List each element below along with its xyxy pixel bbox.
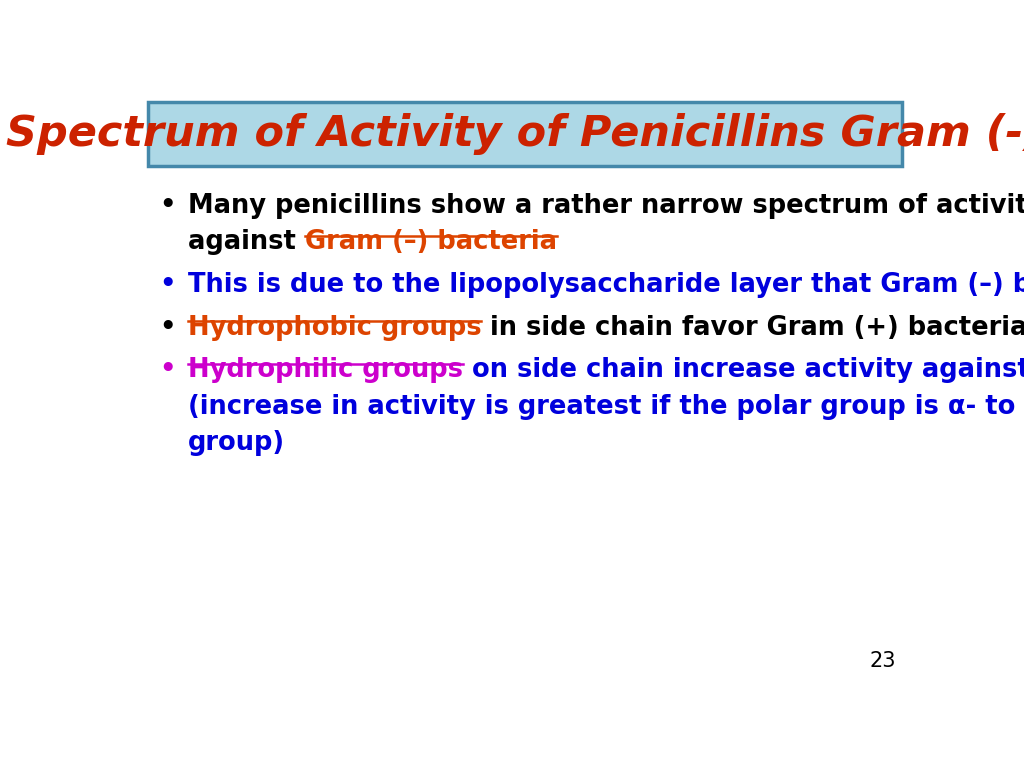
FancyBboxPatch shape [147, 102, 902, 166]
Text: Many penicillins show a rather narrow spectrum of activity, especially: Many penicillins show a rather narrow sp… [187, 193, 1024, 219]
Text: against: against [188, 230, 305, 255]
Text: This is due to the lipopolysaccharide layer that Gram (–) bacteria have: This is due to the lipopolysaccharide la… [187, 272, 1024, 298]
Text: Hydrophilic groups: Hydrophilic groups [187, 357, 463, 383]
Text: Gram (–) bacteria: Gram (–) bacteria [305, 230, 557, 255]
Text: Spectrum of Activity of Penicillins Gram (-): Spectrum of Activity of Penicillins Gram… [6, 113, 1024, 155]
Text: •: • [160, 315, 176, 340]
Text: Hydrophobic groups: Hydrophobic groups [187, 315, 481, 340]
Text: on side chain increase activity against Gram (–): on side chain increase activity against … [463, 357, 1024, 383]
Text: group): group) [188, 430, 286, 456]
Text: •: • [160, 272, 176, 298]
Text: •: • [160, 357, 176, 383]
Text: 23: 23 [869, 650, 896, 670]
Text: •: • [160, 193, 176, 219]
Text: in side chain favor Gram (+) bacteria: in side chain favor Gram (+) bacteria [481, 315, 1024, 340]
Text: (increase in activity is greatest if the polar group is α- to the carbonyl: (increase in activity is greatest if the… [188, 394, 1024, 420]
